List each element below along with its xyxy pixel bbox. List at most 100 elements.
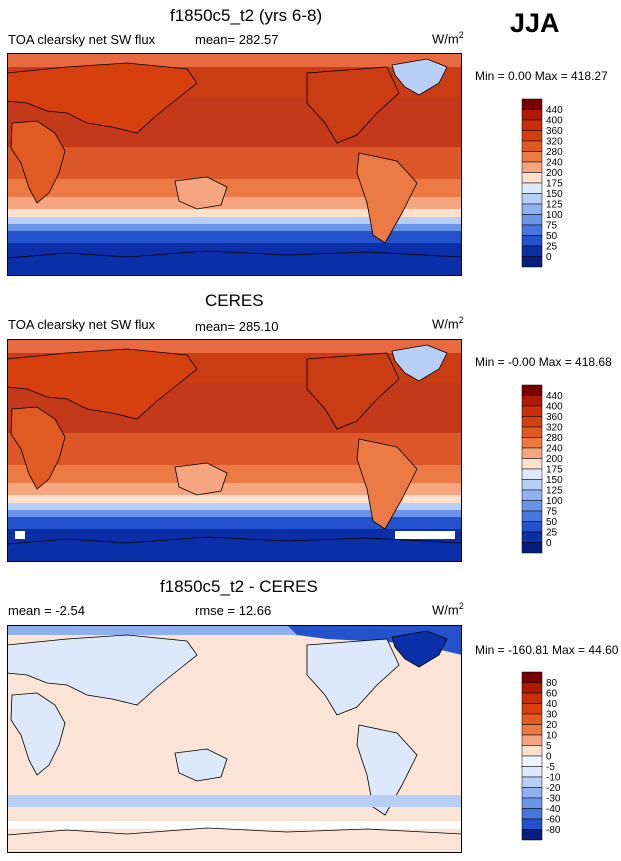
colorbar-tick-label: 5 [546, 741, 552, 752]
africa-outline [10, 120, 66, 204]
s-cold-band-1 [7, 503, 462, 510]
colorbar-box [521, 384, 543, 396]
colorbar-box [521, 458, 543, 470]
colorbar-box [521, 172, 543, 184]
antarctica-outline [7, 536, 462, 545]
panel-3-range: Min = -160.81 Max = 44.60 [475, 643, 619, 657]
africa-outline [10, 406, 66, 490]
colorbar-tick-label: 360 [546, 412, 563, 423]
colorbar-box [521, 98, 543, 110]
colorbar-tick-label: 0 [546, 538, 552, 549]
colorbar-tick-label: -20 [546, 783, 561, 794]
s-midlat-band [7, 197, 462, 209]
greenland [391, 344, 448, 382]
colorbar-box [521, 203, 543, 215]
colorbar-tick-label: 50 [546, 231, 558, 242]
panel-1-map [7, 53, 462, 276]
colorbar-tick-label: 125 [546, 200, 563, 211]
missing-data-left [15, 531, 25, 539]
colorbar-tick-label: 200 [546, 168, 563, 179]
colorbar-box [521, 818, 543, 830]
colorbar-box [521, 776, 543, 788]
colorbar-box [521, 214, 543, 226]
colorbar-tick-label: 100 [546, 496, 563, 507]
panel-1-variable-label: TOA clearsky net SW flux [8, 32, 156, 47]
s-cool-band [7, 495, 462, 503]
panel-2-title: CERES [205, 291, 264, 310]
colorbar-box [521, 542, 543, 554]
australia-outline [174, 176, 228, 210]
africa-diff [10, 692, 66, 776]
southern-ocean-negative [7, 795, 462, 807]
colorbar-tick-label: 175 [546, 465, 563, 476]
season-label: JJA [510, 8, 560, 38]
panel-2-map [7, 339, 462, 562]
colorbar-box [521, 245, 543, 257]
colorbar-tick-label: 280 [546, 433, 563, 444]
colorbar-tick-label: 320 [546, 137, 563, 148]
s-cold-band-3 [7, 517, 462, 529]
colorbar-tick-label: 75 [546, 507, 558, 518]
colorbar-box [521, 713, 543, 725]
colorbar-box [521, 161, 543, 173]
australia-outline [174, 462, 228, 496]
panel-2-units-exp: 2 [458, 315, 464, 325]
colorbar-tick-label: 10 [546, 731, 558, 742]
colorbar-box [521, 426, 543, 438]
colorbar-tick-label: 240 [546, 444, 563, 455]
colorbar-tick-label: 150 [546, 189, 563, 200]
antarctic-white [7, 821, 462, 829]
colorbar-tick-label: -5 [546, 762, 555, 773]
north-america-diff [306, 638, 400, 716]
colorbar-tick-label: 320 [546, 423, 563, 434]
colorbar-box [521, 468, 543, 480]
colorbar-box [521, 489, 543, 501]
colorbar-box [521, 531, 543, 543]
south-america-outline [356, 438, 418, 530]
map-frame [7, 53, 462, 276]
colorbar-tick-label: 175 [546, 179, 563, 190]
colorbar-box [521, 182, 543, 194]
colorbar-tick-label: -30 [546, 794, 561, 805]
colorbar-tick-label: -10 [546, 773, 561, 784]
panel-2-units: W/m2 [432, 315, 464, 331]
arctic-negative-band [7, 625, 462, 635]
colorbar-tick-label: 0 [546, 752, 552, 763]
colorbar-box [521, 130, 543, 142]
panel-1-title: f1850c5_t2 (yrs 6-8) [170, 6, 323, 25]
panel-1-range: Min = 0.00 Max = 418.27 [475, 69, 608, 83]
antarctic-band [7, 529, 462, 562]
colorbar-box [521, 755, 543, 767]
panel-1-mean-label: mean= 282.57 [195, 32, 279, 47]
colorbar-box [521, 224, 543, 236]
s-subtropic-band [7, 465, 462, 483]
colorbar-tick-label: 60 [546, 689, 558, 700]
colorbar-box [521, 109, 543, 121]
colorbar-box [521, 437, 543, 449]
colorbar-box [521, 829, 543, 841]
s-cold-band-2 [7, 224, 462, 231]
colorbar-box [521, 500, 543, 512]
colorbar-tick-label: 125 [546, 486, 563, 497]
colorbar-tick-label: -60 [546, 815, 561, 826]
colorbar-tick-label: 80 [546, 678, 558, 689]
south-america-diff [356, 724, 418, 816]
antarctic-band [7, 243, 462, 276]
colorbar-tick-label: 25 [546, 242, 558, 253]
colorbar-box [521, 193, 543, 205]
panel-3-units-exp: 2 [458, 601, 464, 611]
panel-3-units: W/m2 [432, 601, 464, 617]
south-america-outline [356, 152, 418, 244]
colorbar-box [521, 479, 543, 491]
colorbar-box [521, 151, 543, 163]
panel-3-units-base: W/m [432, 602, 459, 618]
map-frame [7, 339, 462, 562]
antarctica-outline [7, 250, 462, 259]
map-frame [7, 625, 462, 853]
colorbar-box [521, 119, 543, 131]
colorbar-tick-label: 280 [546, 147, 563, 158]
colorbar-box [521, 256, 543, 268]
colorbar-tick-label: 30 [546, 710, 558, 721]
